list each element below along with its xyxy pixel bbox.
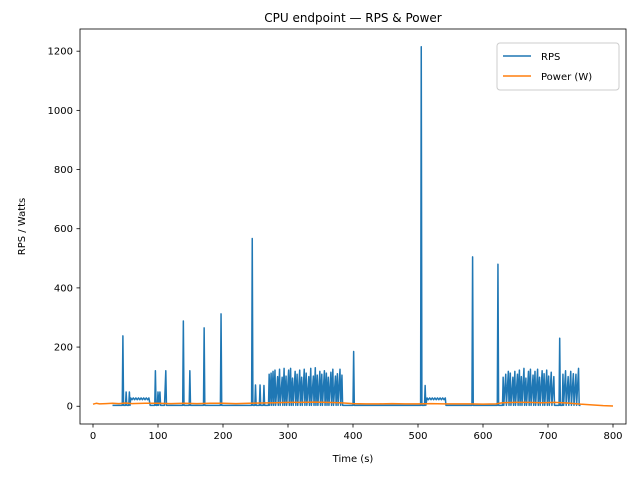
legend-label-rps: RPS	[541, 52, 560, 63]
x-tick-label: 700	[538, 431, 557, 442]
x-tick-label: 500	[408, 431, 427, 442]
y-tick-label: 1000	[48, 106, 73, 117]
x-tick-label: 300	[278, 431, 297, 442]
x-tick-label: 200	[213, 431, 232, 442]
y-tick-label: 200	[54, 343, 73, 354]
x-tick-label: 0	[90, 431, 96, 442]
y-tick-label: 400	[54, 283, 73, 294]
x-axis-label: Time (s)	[332, 454, 374, 465]
series-line-rps	[112, 46, 581, 407]
y-tick-label: 1200	[48, 47, 73, 58]
chart-title: CPU endpoint — RPS & Power	[264, 11, 442, 25]
y-tick-label: 600	[54, 224, 73, 235]
y-tick-label: 800	[54, 165, 73, 176]
x-tick-label: 100	[148, 431, 167, 442]
x-tick-label: 600	[473, 431, 492, 442]
y-tick-label: 0	[67, 402, 73, 413]
x-tick-label: 800	[603, 431, 622, 442]
legend-frame	[496, 42, 620, 91]
y-axis-label: RPS / Watts	[17, 198, 28, 255]
x-tick-label: 400	[343, 431, 362, 442]
series-line-power	[92, 401, 614, 407]
legend: RPS Power (W)	[496, 42, 620, 91]
legend-label-power: Power (W)	[541, 72, 592, 83]
